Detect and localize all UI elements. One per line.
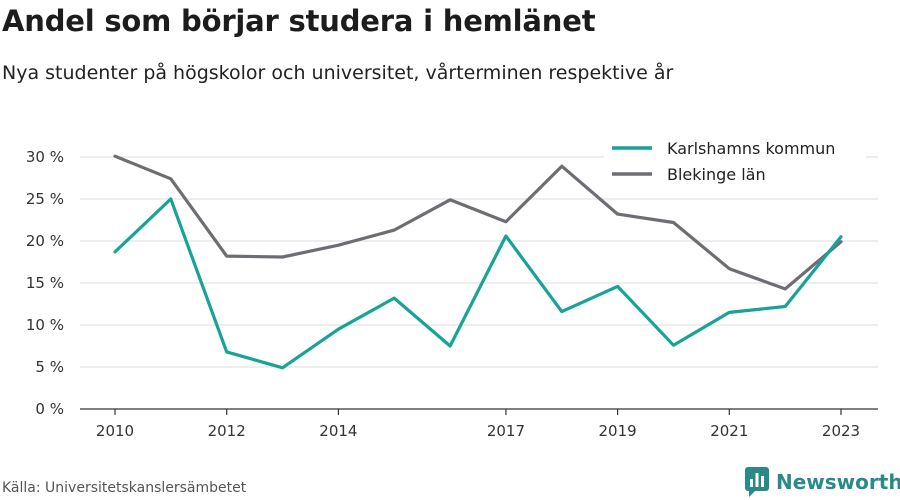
legend-label: Blekinge län	[667, 165, 766, 184]
y-tick-label: 25 %	[26, 190, 64, 208]
plot-area	[113, 154, 843, 370]
brand-name: Newsworthy	[776, 470, 900, 494]
chart-subtitle: Nya studenter på högskolor och universit…	[2, 62, 674, 84]
x-tick-label: 2010	[96, 422, 134, 440]
x-tick-label: 2023	[822, 422, 860, 440]
y-tick-label: 5 %	[35, 358, 64, 376]
line-chart: 0 %5 %10 %15 %20 %25 %30 % 2010 2012 2014 2…	[25, 130, 878, 440]
y-tick-label: 15 %	[26, 274, 64, 292]
bar-chart-icon	[745, 467, 769, 497]
x-tick-label: 2021	[710, 422, 748, 440]
y-tick-label: 10 %	[26, 316, 64, 334]
source-note: Källa: Universitetskanslersämbetet	[2, 480, 247, 496]
x-axis: 2010 2012 2014 2017 2019 2021 2023	[80, 408, 878, 440]
legend-label: Karlshamns kommun	[667, 139, 835, 158]
x-tick-label: 2014	[319, 422, 357, 440]
x-tick-label: 2019	[599, 422, 637, 440]
y-tick-label: 0 %	[35, 400, 64, 418]
x-tick-label: 2017	[487, 422, 525, 440]
series-line-1	[113, 197, 843, 370]
series-line-2	[113, 154, 843, 291]
brand-logo: Newsworthy	[745, 467, 900, 497]
y-tick-label: 30 %	[26, 148, 64, 166]
x-tick-label: 2012	[208, 422, 246, 440]
chart-title: Andel som börjar studera i hemlänet	[2, 4, 596, 38]
y-axis: 0 % 5 % 10 % 15 % 20 % 25 % 30 %	[26, 148, 64, 418]
legend: Karlshamns kommun Blekinge län	[604, 130, 866, 192]
y-tick-label: 20 %	[26, 232, 64, 250]
grid-lines	[80, 156, 878, 368]
legend-background	[604, 130, 866, 192]
